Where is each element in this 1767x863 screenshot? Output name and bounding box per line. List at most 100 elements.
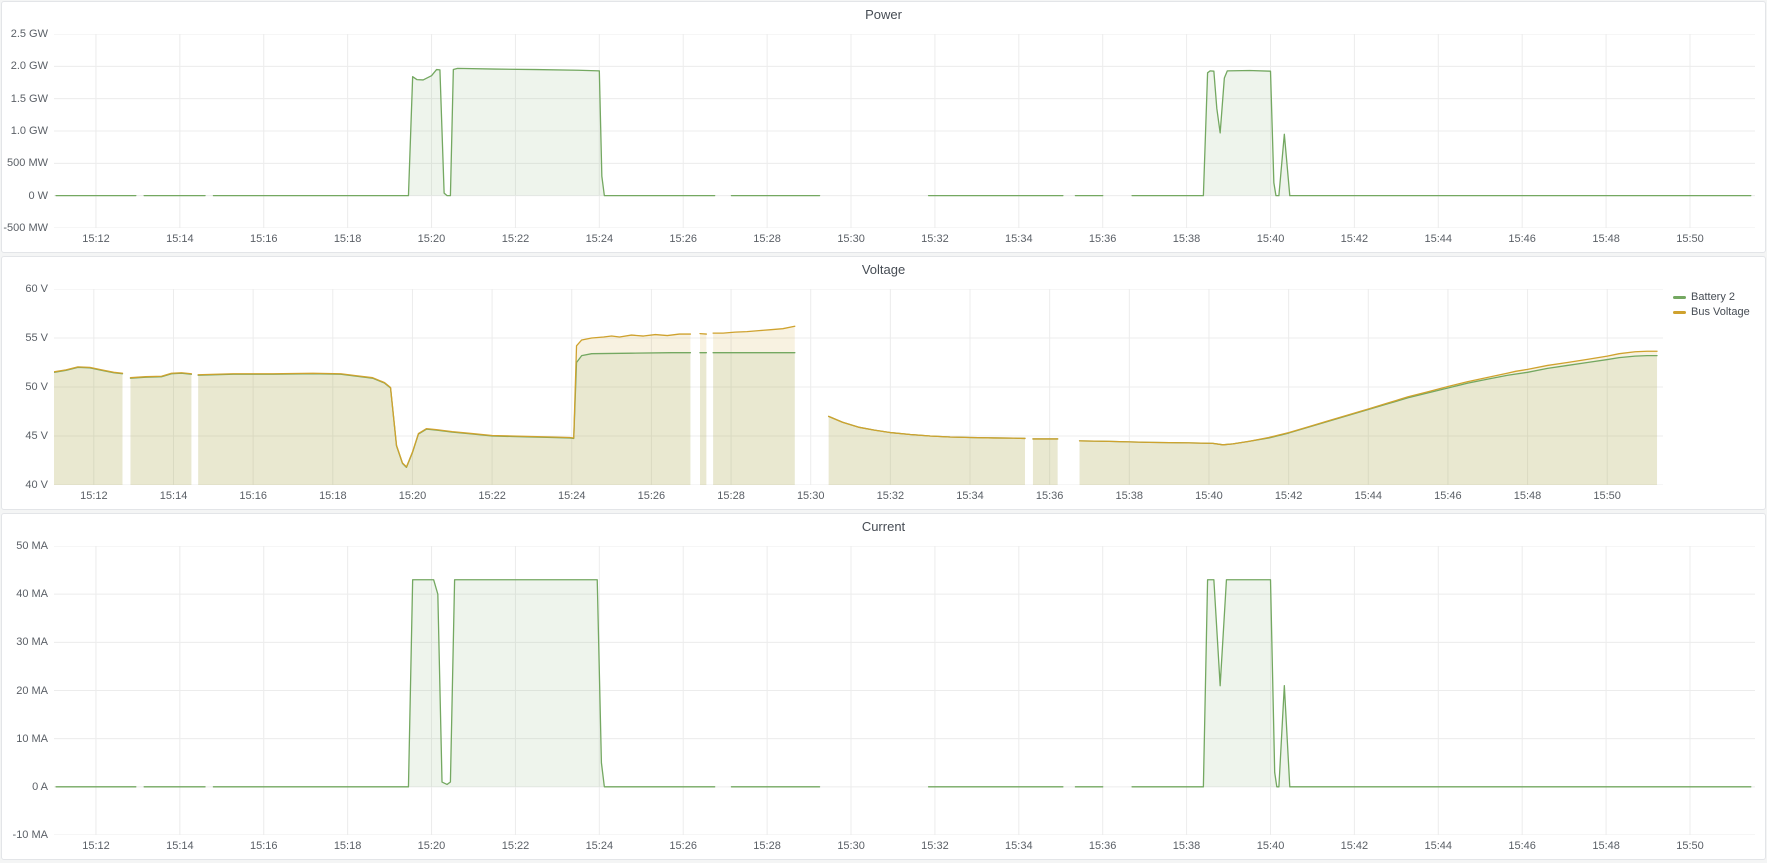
y-tick-label: 50 MA bbox=[16, 540, 48, 552]
panel-body: -10 MA 0 A 10 MA 20 MA 30 MA 40 MA 50 MA 15:12… bbox=[2, 538, 1765, 859]
y-axis: 40 V 45 V 50 V 55 V 60 V bbox=[10, 283, 54, 491]
x-tick-label: 15:48 bbox=[1513, 490, 1542, 502]
x-tick-label: 15:28 bbox=[753, 840, 781, 852]
y-tick-label: 2.0 GW bbox=[10, 60, 48, 73]
y-tick-label: -10 MA bbox=[12, 829, 48, 841]
x-tick-label: 15:40 bbox=[1256, 233, 1285, 245]
x-tick-label: 15:42 bbox=[1340, 840, 1369, 852]
y-tick-label: 0 W bbox=[28, 189, 48, 202]
x-tick-label: 15:34 bbox=[956, 490, 984, 502]
x-tick-label: 15:46 bbox=[1508, 233, 1536, 245]
y-tick-label: 40 V bbox=[25, 479, 48, 491]
x-tick-label: 15:40 bbox=[1195, 490, 1223, 502]
x-tick-label: 15:40 bbox=[1256, 840, 1285, 852]
x-tick-label: 15:34 bbox=[1005, 233, 1033, 245]
panel-title-power[interactable]: Power bbox=[2, 2, 1765, 26]
plot-wrap: 15:12 15:14 15:16 15:18 15:20 15:22 15:24 15:26… bbox=[54, 289, 1663, 507]
x-tick-label: 15:30 bbox=[837, 233, 865, 245]
y-tick-label: 45 V bbox=[25, 430, 48, 442]
y-axis: -500 MW 0 W 500 MW 1.0 GW 1.5 GW 2.0 GW 2.5 GW bbox=[3, 28, 54, 234]
panel-title-voltage[interactable]: Voltage bbox=[2, 257, 1765, 281]
x-tick-label: 15:44 bbox=[1424, 840, 1453, 852]
y-tick-label: 40 MA bbox=[16, 588, 48, 601]
x-tick-label: 15:46 bbox=[1508, 840, 1536, 852]
panel-title-current[interactable]: Current bbox=[2, 514, 1765, 538]
x-tick-label: 15:20 bbox=[398, 490, 427, 502]
x-tick-label: 15:38 bbox=[1172, 840, 1201, 852]
panel-title-text: Current bbox=[861, 518, 906, 534]
x-tick-label: 15:28 bbox=[753, 233, 781, 245]
x-tick-label: 15:34 bbox=[1005, 840, 1033, 852]
panel-title-text: Voltage bbox=[861, 261, 906, 277]
x-tick-label: 15:36 bbox=[1088, 233, 1117, 245]
x-tick-label: 15:24 bbox=[585, 840, 614, 852]
x-tick-label: 15:16 bbox=[249, 233, 278, 245]
y-tick-label: 1.0 GW bbox=[10, 125, 48, 137]
y-tick-label: 10 MA bbox=[16, 732, 48, 745]
x-tick-label: 15:22 bbox=[501, 840, 530, 852]
y-tick-label: -500 MW bbox=[3, 222, 48, 234]
plot-area[interactable] bbox=[54, 34, 1755, 228]
x-tick-label: 15:50 bbox=[1676, 840, 1704, 852]
plot-wrap: 15:12 15:14 15:16 15:18 15:20 15:22 15:24 15:26… bbox=[54, 34, 1755, 250]
panel-title-text: Power bbox=[865, 6, 902, 22]
y-tick-label: 30 MA bbox=[16, 636, 48, 649]
y-tick-label: 55 V bbox=[25, 332, 48, 344]
x-axis: 15:12 15:14 15:16 15:18 15:20 15:22 15:24 15:26… bbox=[54, 835, 1755, 857]
x-tick-label: 15:14 bbox=[159, 490, 188, 502]
x-tick-label: 15:18 bbox=[333, 233, 362, 245]
x-tick-label: 15:38 bbox=[1172, 233, 1201, 245]
panel-body: -500 MW 0 W 500 MW 1.0 GW 1.5 GW 2.0 GW 2.5 GW… bbox=[2, 26, 1765, 252]
legend-label: Battery 2 bbox=[1691, 291, 1736, 303]
y-tick-label: 1.5 GW bbox=[10, 92, 48, 105]
panel-voltage: Voltage 40 V 45 V 50 V 55 V 60 V 15:12 15:14 1… bbox=[1, 256, 1766, 510]
x-tick-label: 15:26 bbox=[637, 490, 666, 502]
x-tick-label: 15:26 bbox=[669, 840, 697, 852]
x-tick-label: 15:44 bbox=[1424, 233, 1453, 245]
x-tick-label: 15:14 bbox=[166, 233, 194, 245]
panel-current: Current -10 MA 0 A 10 MA 20 MA 30 MA 40 MA 50 … bbox=[1, 513, 1766, 860]
x-tick-label: 15:20 bbox=[417, 233, 446, 245]
y-tick-label: 20 MA bbox=[16, 684, 48, 697]
x-tick-label: 15:28 bbox=[717, 490, 745, 502]
x-tick-label: 15:24 bbox=[585, 233, 614, 245]
y-axis: -10 MA 0 A 10 MA 20 MA 30 MA 40 MA 50 MA bbox=[10, 540, 54, 841]
x-tick-label: 15:32 bbox=[921, 840, 949, 852]
x-tick-label: 15:20 bbox=[417, 840, 446, 852]
legend-swatch-icon bbox=[1673, 310, 1686, 314]
y-tick-label: 50 V bbox=[25, 381, 48, 393]
legend-label: Bus Voltage bbox=[1691, 306, 1750, 318]
x-tick-label: 15:16 bbox=[239, 490, 267, 502]
legend: Battery 2 Bus Voltage bbox=[1663, 289, 1755, 507]
x-tick-label: 15:32 bbox=[876, 490, 905, 502]
plot-wrap: 15:12 15:14 15:16 15:18 15:20 15:22 15:24 15:26… bbox=[54, 546, 1755, 857]
chart-svg bbox=[54, 289, 1663, 485]
x-tick-label: 15:42 bbox=[1340, 233, 1369, 245]
legend-item[interactable]: Bus Voltage bbox=[1673, 306, 1755, 318]
y-tick-label: 60 V bbox=[25, 283, 48, 295]
x-tick-label: 15:48 bbox=[1592, 840, 1620, 852]
x-tick-label: 15:42 bbox=[1274, 490, 1303, 502]
x-tick-label: 15:50 bbox=[1676, 233, 1704, 245]
plot-area[interactable] bbox=[54, 289, 1663, 485]
panel-body: 40 V 45 V 50 V 55 V 60 V 15:12 15:14 15:16 15:1… bbox=[2, 281, 1765, 509]
x-tick-label: 15:16 bbox=[249, 840, 278, 852]
plot-area[interactable] bbox=[54, 546, 1755, 835]
x-tick-label: 15:38 bbox=[1115, 490, 1144, 502]
x-tick-label: 15:14 bbox=[166, 840, 194, 852]
x-tick-label: 15:22 bbox=[501, 233, 530, 245]
x-axis: 15:12 15:14 15:16 15:18 15:20 15:22 15:24 15:26… bbox=[54, 485, 1663, 507]
chart-svg bbox=[54, 34, 1755, 228]
x-tick-label: 15:18 bbox=[319, 490, 347, 502]
x-tick-label: 15:36 bbox=[1035, 490, 1064, 502]
y-tick-label: 500 MW bbox=[7, 157, 48, 170]
x-tick-label: 15:30 bbox=[796, 490, 825, 502]
x-tick-label: 15:24 bbox=[558, 490, 586, 502]
legend-item[interactable]: Battery 2 bbox=[1673, 291, 1755, 303]
legend-swatch-icon bbox=[1673, 295, 1686, 299]
x-tick-label: 15:32 bbox=[921, 233, 949, 245]
x-tick-label: 15:44 bbox=[1354, 490, 1382, 502]
x-tick-label: 15:22 bbox=[478, 490, 506, 502]
x-axis: 15:12 15:14 15:16 15:18 15:20 15:22 15:24 15:26… bbox=[54, 228, 1755, 250]
x-tick-label: 15:18 bbox=[333, 840, 362, 852]
